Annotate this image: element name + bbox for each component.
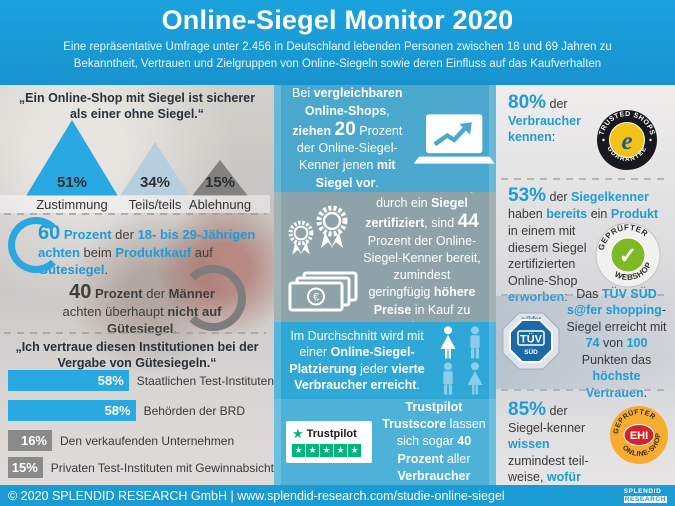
four-people-pictogram	[438, 326, 485, 395]
dashed-divider	[501, 178, 670, 180]
star-icon: ★	[320, 444, 333, 457]
trust-bar: 58%	[8, 400, 136, 421]
webshop-text-side: in einem mit diesem Siegel zertifizierte…	[508, 224, 590, 304]
person-female-icon	[440, 326, 456, 359]
person-male-icon	[443, 362, 453, 395]
fact-60-text: 60 Prozent der 18- bis 29-Jährigen achte…	[38, 222, 259, 278]
triangle-label: Zustimmung	[36, 197, 108, 212]
trust-bar-row: 58% Staatlichen Test-Instituten	[8, 370, 274, 391]
higher-prices-text: Ist ein Online-Shop durch ein Siegel zer…	[363, 192, 485, 322]
webshop-text-top: 53% der Siegelkenner haben bereits ein P…	[508, 185, 659, 221]
agreement-triangle-chart: 51% Zustimmung 34% Teils/teils 15% Ablehnung	[0, 109, 270, 213]
trust-bar-row: 58% Behörden der BRD	[8, 400, 274, 421]
svg-text:SÜD: SÜD	[524, 347, 538, 356]
star-icon: ★	[348, 444, 361, 457]
dashed-divider	[501, 389, 670, 391]
trustpilot-wordmark: Trustpilot	[306, 427, 357, 440]
fact-block-prefer-seal: Bei vergleichbaren Online-Shops, ziehen …	[274, 85, 496, 192]
trust-bar: 15%	[8, 457, 43, 478]
gray-arc-icon	[180, 265, 246, 331]
fact-block-higher-prices: € Ist ein Online-Shop durch ein Siegel z…	[274, 192, 496, 322]
fact-block-webshop: 53% der Siegelkenner haben bereits ein P…	[496, 180, 675, 304]
fact-block-trustpilot: ★ Trustpilot ★ ★ ★ ★ ★ Mithilfe des Trus…	[274, 399, 496, 485]
fact-block-ehi: 85% der Siegel-kenner wissen zumindest t…	[496, 391, 675, 506]
fact-block-60-percent: 60 Prozent der 18- bis 29-Jährigen achte…	[0, 216, 274, 277]
triangle-Zustimmung: 51%	[26, 120, 118, 196]
trust-bar-label: Den verkaufenden Unternehmen	[60, 433, 235, 448]
header-subtitle: Eine repräsentative Umfrage unter 2.456 …	[63, 41, 612, 71]
svg-text:€: €	[313, 292, 319, 304]
trust-bar-label: Privaten Test-Instituten mit Gewinnabsic…	[50, 460, 274, 475]
trust-bar-label: Staatlichen Test-Instituten	[136, 373, 274, 388]
trusted-shops-badge: TRUSTED SHOPS GUARANTEE e	[595, 108, 659, 177]
body: „Ein Online-Shop mit Siegel ist sicherer…	[0, 85, 675, 506]
person-female-icon	[467, 362, 483, 395]
blue-arc-icon	[8, 217, 64, 273]
ehi-badge: GEPRÜFTER ONLINE-SHOP EHI	[607, 400, 671, 506]
laptop-trend-icon	[413, 113, 495, 164]
middle-column: Bei vergleichbaren Online-Shops, ziehen …	[274, 85, 496, 485]
trustpilot-five-stars: ★ ★ ★ ★ ★	[292, 444, 366, 457]
fact-block-40-percent: 40 Prozent der Männer achten überhaupt n…	[0, 265, 274, 336]
quote-trust-institutions: „Ich vertraue diesen Institutionen bei d…	[15, 340, 259, 371]
trust-bar-row: 16% Den verkaufenden Unternehmen	[8, 430, 274, 451]
geprufter-webshop-badge: GEPRÜFTER WEBSHOP ✓	[591, 216, 662, 306]
page-title: Online-Siegel Monitor 2020	[161, 5, 514, 35]
certification-icons: €	[286, 199, 362, 315]
fact-block-tuv: s@fer shopping TÜV SÜD Das TÜV SÜD s@fer…	[496, 287, 675, 400]
star-icon: ★	[292, 444, 305, 457]
splendid-research-logo: SPLENDID RESEARCH	[623, 488, 667, 503]
dashed-divider	[4, 213, 266, 215]
trust-bar: 16%	[8, 430, 52, 451]
trust-bar-row: 15% Privaten Test-Instituten mit Gewinnab…	[8, 457, 274, 478]
triangle-Teils/teils: 34%	[120, 142, 190, 196]
trust-bar: 58%	[8, 370, 129, 391]
tuv-sud-badge: s@fer shopping TÜV SÜD	[502, 312, 560, 375]
triangle-Ablehnung: 15%	[192, 160, 248, 196]
svg-text:e: e	[621, 128, 632, 155]
svg-text:TÜV: TÜV	[520, 333, 543, 346]
copyright-line: © 2020 SPLENDID RESEARCH GmbH | www.sple…	[8, 488, 505, 503]
left-column: „Ein Online-Shop mit Siegel ist sicherer…	[0, 85, 274, 485]
quote-seal-safer: „Ein Online-Shop mit Siegel ist sicherer…	[18, 91, 256, 122]
header: Online-Siegel Monitor 2020 Eine repräsen…	[0, 0, 675, 85]
trusted-shops-text: 80% der Verbraucher kennen:	[508, 92, 585, 144]
reach-text: Im Durchschnitt wird mit einer Online-Si…	[289, 329, 429, 392]
institution-trust-bar-chart: 58% Staatlichen Test-Instituten 58% Behörde…	[8, 370, 274, 478]
trustpilot-text: Mithilfe des Trustpilot Trustscore lasse…	[382, 399, 490, 483]
star-icon: ★	[334, 444, 347, 457]
footer: © 2020 SPLENDID RESEARCH GmbH | www.sple…	[0, 485, 675, 506]
dashed-divider	[4, 332, 266, 334]
svg-text:EHI: EHI	[630, 430, 648, 442]
person-male-icon	[470, 326, 480, 359]
dashed-divider	[501, 294, 670, 296]
svg-text:✓: ✓	[619, 243, 637, 268]
triangle-label: Ablehnung	[188, 197, 252, 212]
trustpilot-star-icon: ★	[292, 426, 304, 441]
star-icon: ★	[306, 444, 319, 457]
right-column: 80% der Verbraucher kennen: TRUSTED SHOP…	[496, 85, 675, 506]
trustpilot-logo: ★ Trustpilot ★ ★ ★ ★ ★	[286, 421, 372, 463]
fact-block-trusted-shops: 80% der Verbraucher kennen: TRUSTED SHOP…	[496, 85, 675, 178]
euro-banknotes-icon: €	[288, 271, 358, 312]
fact-block-reach: Im Durchschnitt wird mit einer Online-Si…	[274, 322, 496, 399]
trust-bar-label: Behörden der BRD	[143, 403, 245, 418]
triangle-label: Teils/teils	[128, 197, 182, 212]
prefer-seal-text: Bei vergleichbaren Online-Shops, ziehen …	[292, 86, 407, 190]
award-rosette-icon	[288, 205, 348, 255]
tuv-text: Das TÜV SÜD s@fer shopping-Siegel erreic…	[566, 286, 670, 400]
